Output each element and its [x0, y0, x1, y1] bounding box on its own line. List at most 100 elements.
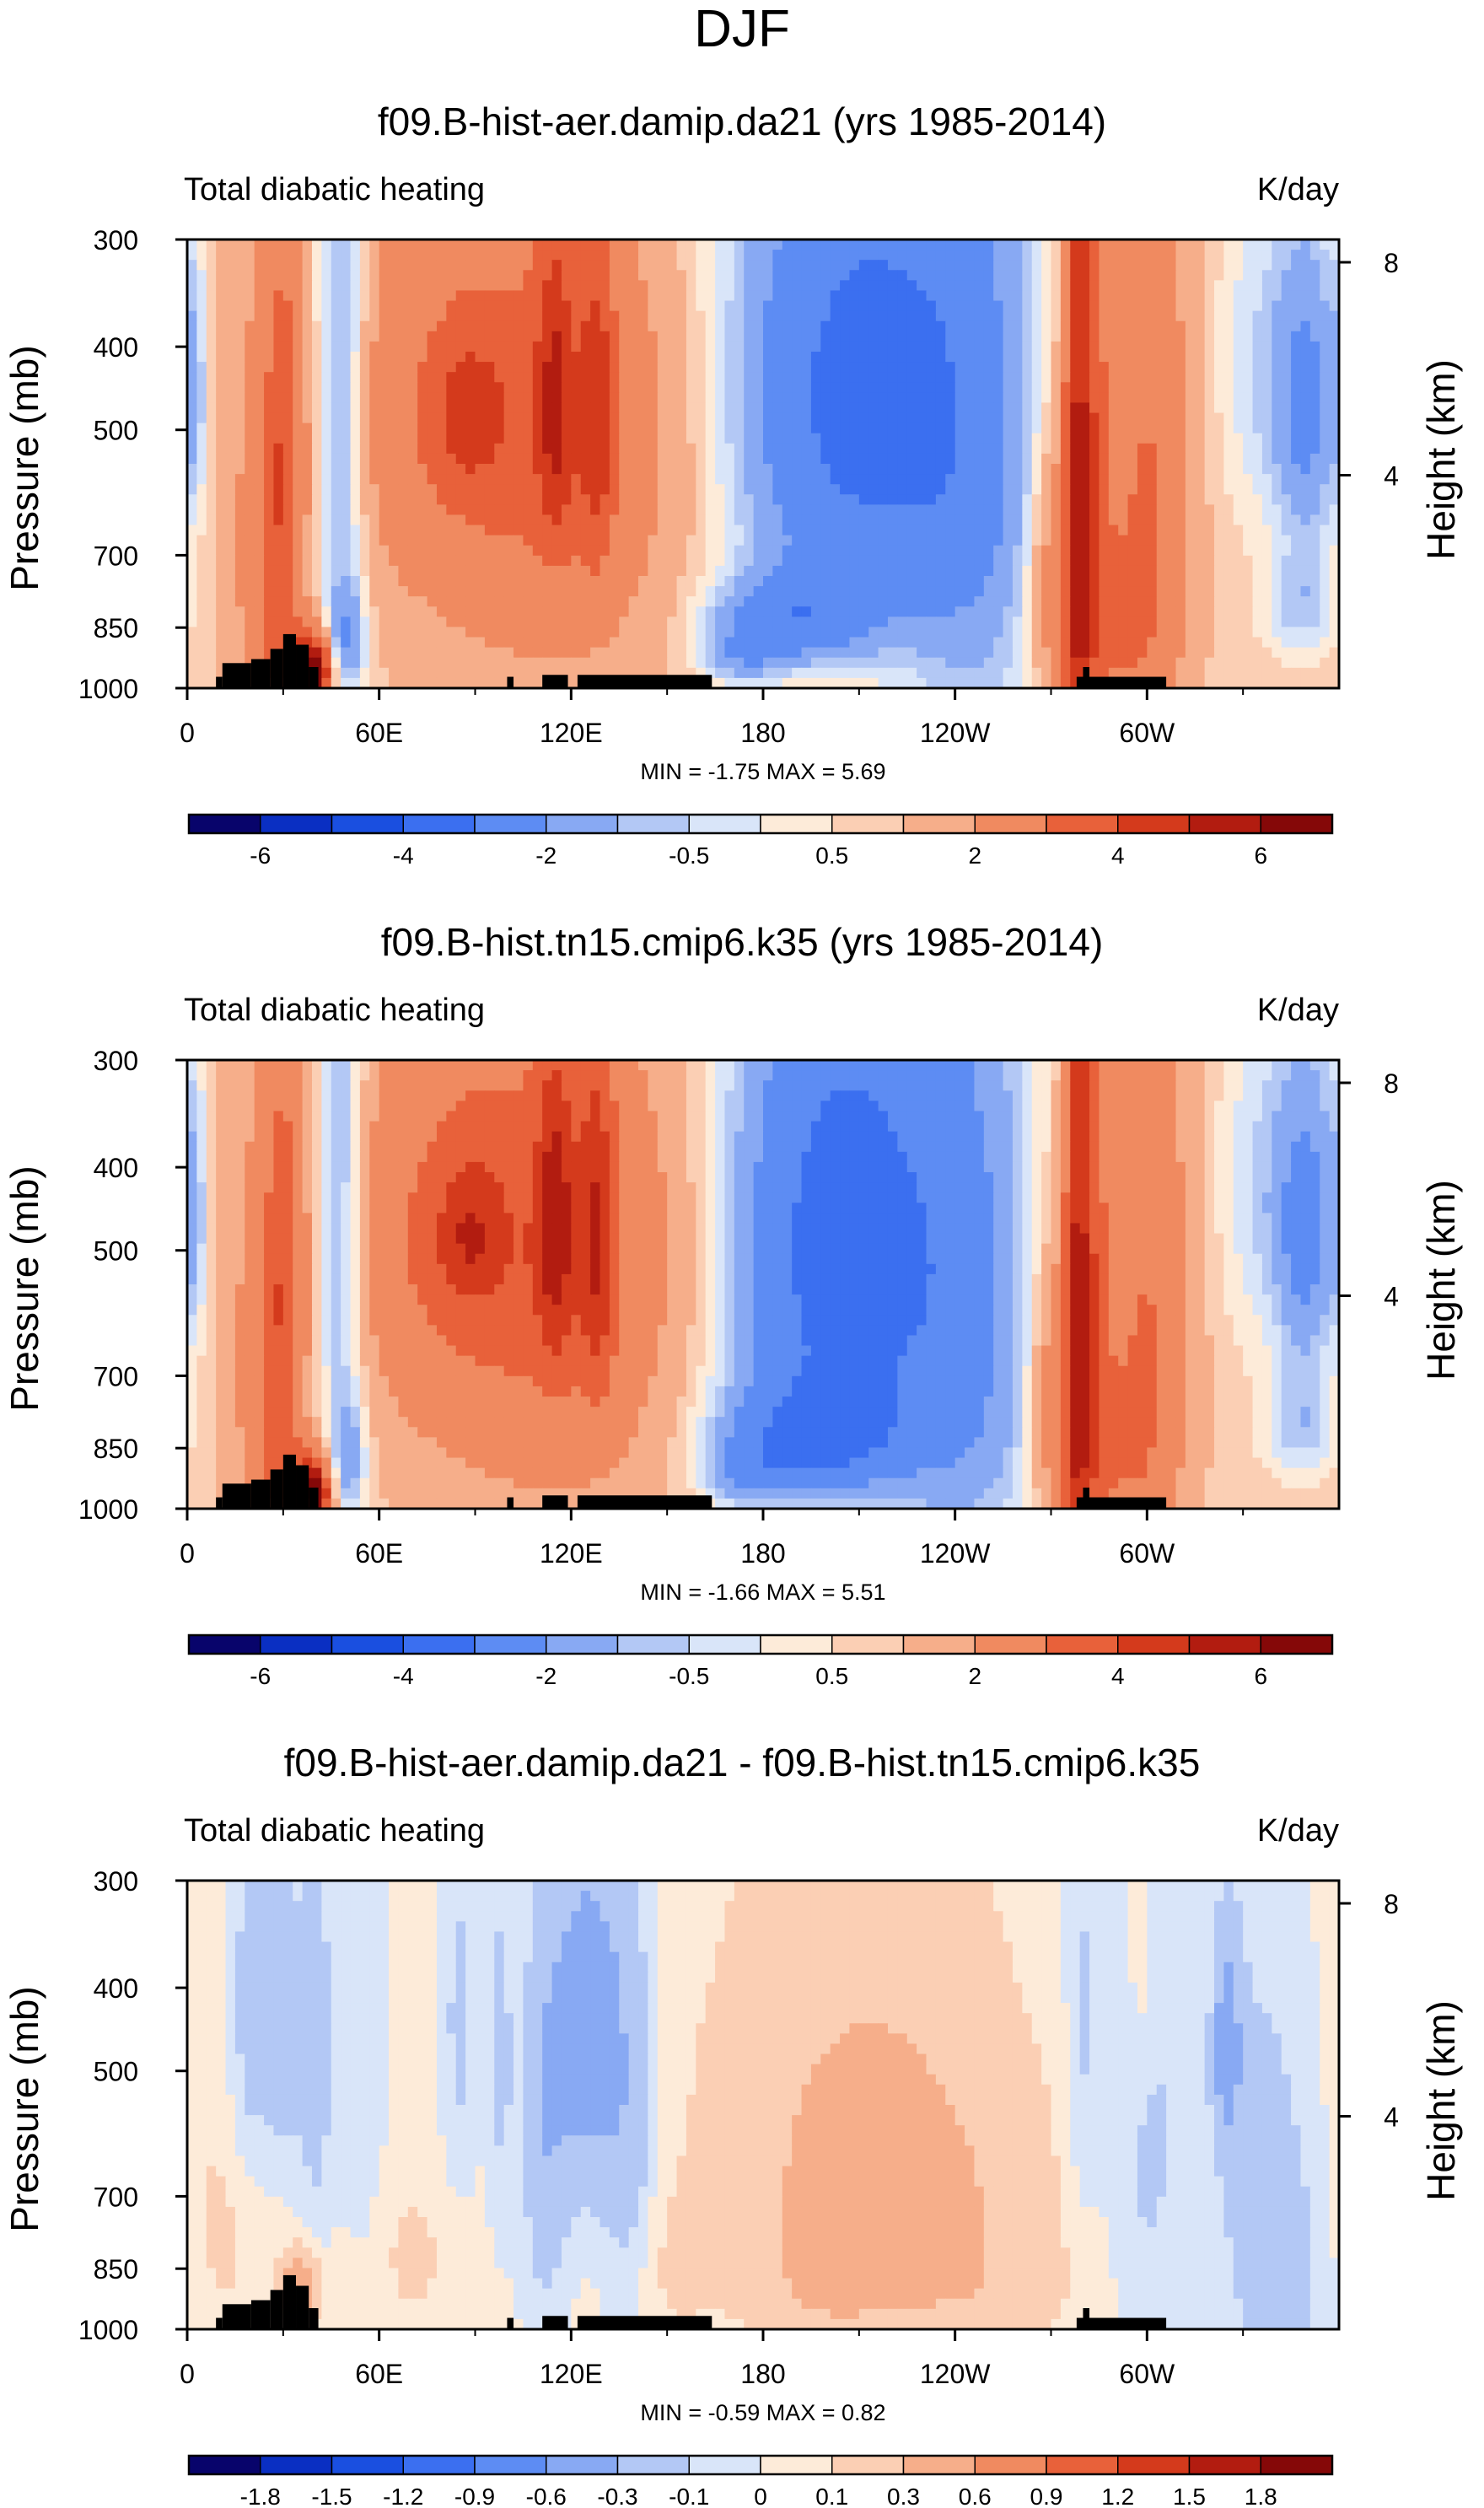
heatmap-cell — [954, 260, 965, 271]
heatmap-cell — [887, 382, 898, 393]
heatmap-cell — [1118, 443, 1129, 455]
heatmap-cell — [945, 310, 956, 322]
heatmap-cell — [1099, 494, 1110, 505]
heatmap-cell — [1118, 260, 1129, 271]
heatmap-cell — [744, 331, 755, 342]
heatmap-cell — [619, 494, 630, 505]
heatmap-cell — [245, 270, 255, 281]
heatmap-cell — [1272, 494, 1282, 505]
heatmap-cell — [609, 586, 620, 597]
heatmap-cell — [417, 616, 428, 628]
heatmap-cell — [878, 535, 889, 546]
heatmap-cell — [1108, 372, 1119, 383]
heatmap-cell — [1070, 535, 1081, 546]
heatmap-cell — [417, 352, 428, 363]
heatmap-cell — [619, 422, 630, 434]
heatmap-cell — [551, 412, 562, 424]
heatmap-cell — [1195, 412, 1206, 424]
heatmap-cell — [369, 565, 380, 577]
heatmap-cell — [840, 535, 851, 546]
heatmap-cell — [782, 412, 793, 424]
heatmap-cell — [1022, 362, 1033, 373]
heatmap-cell — [389, 402, 400, 414]
heatmap-cell — [1195, 362, 1206, 373]
heatmap-cell — [1031, 474, 1042, 485]
heatmap-cell — [389, 596, 400, 607]
heatmap-cell — [1223, 341, 1234, 353]
heatmap-cell — [436, 310, 447, 322]
heatmap-cell — [935, 586, 946, 597]
heatmap-cell — [945, 260, 956, 271]
heatmap-cell — [724, 320, 735, 332]
heatmap-cell — [945, 586, 956, 597]
heatmap-cell — [321, 627, 332, 638]
heatmap-cell — [196, 331, 207, 342]
heatmap-cell — [1185, 586, 1196, 597]
heatmap-cell — [1156, 310, 1167, 322]
heatmap-cell — [705, 525, 716, 536]
heatmap-cell — [753, 443, 764, 455]
heatmap-cell — [705, 352, 716, 363]
heatmap-cell — [1261, 372, 1272, 383]
heatmap-cell — [580, 474, 591, 485]
heatmap-cell — [1252, 637, 1263, 649]
heatmap-cell — [1031, 362, 1042, 373]
heatmap-cell — [830, 494, 841, 505]
heatmap-cell — [1214, 474, 1224, 485]
heatmap-cell — [1156, 576, 1167, 587]
heatmap-cell — [1233, 576, 1244, 587]
heatmap-cell — [1320, 565, 1331, 577]
heatmap-cell — [638, 657, 648, 669]
heatmap-cell — [465, 535, 476, 546]
heatmap-cell — [1204, 433, 1215, 444]
heatmap-cell — [840, 382, 851, 393]
heatmap-cell — [965, 453, 976, 465]
heatmap-cell — [810, 596, 821, 607]
heatmap-cell — [1137, 453, 1148, 465]
heatmap-cell — [1261, 494, 1272, 505]
heatmap-cell — [917, 382, 928, 393]
heatmap-cell — [1185, 555, 1196, 567]
heatmap-cell — [1060, 250, 1071, 261]
heatmap-cell — [1079, 260, 1090, 271]
heatmap-cell — [926, 545, 937, 557]
heatmap-cell — [542, 260, 553, 271]
heatmap-cell — [820, 433, 831, 444]
heatmap-cell — [965, 525, 976, 536]
heatmap-cell — [1291, 382, 1302, 393]
heatmap-cell — [1329, 372, 1340, 383]
heatmap-cell — [1233, 331, 1244, 342]
heatmap-cell — [311, 372, 322, 383]
heatmap-cell — [724, 443, 735, 455]
heatmap-cell — [234, 372, 245, 383]
heatmap-cell — [609, 576, 620, 587]
heatmap-cell — [465, 372, 476, 383]
heatmap-cell — [782, 565, 793, 577]
heatmap-cell — [1070, 545, 1081, 557]
heatmap-cell — [446, 352, 457, 363]
heatmap-cell — [1079, 239, 1090, 250]
heatmap-cell — [1243, 525, 1254, 536]
heatmap-cell — [1261, 422, 1272, 434]
heatmap-cell — [446, 362, 457, 373]
heatmap-cell — [1204, 596, 1215, 607]
heatmap-cell — [724, 535, 735, 546]
heatmap-cell — [782, 239, 793, 250]
heatmap-cell — [1329, 239, 1340, 250]
heatmap-cell — [571, 280, 582, 292]
heatmap-cell — [580, 280, 591, 292]
heatmap-cell — [897, 616, 908, 628]
heatmap-cell — [810, 341, 821, 353]
heatmap-cell — [657, 290, 668, 302]
heatmap-cell — [196, 433, 207, 444]
heatmap-cell — [417, 514, 428, 526]
heatmap-cell — [897, 565, 908, 577]
heatmap-cell — [801, 596, 812, 607]
heatmap-cell — [1147, 596, 1158, 607]
heatmap-cell — [1127, 331, 1138, 342]
heatmap-cell — [379, 657, 390, 669]
heatmap-cell — [705, 637, 716, 649]
heatmap-cell — [1233, 270, 1244, 281]
heatmap-cell — [868, 402, 879, 414]
heatmap-cell — [417, 412, 428, 424]
